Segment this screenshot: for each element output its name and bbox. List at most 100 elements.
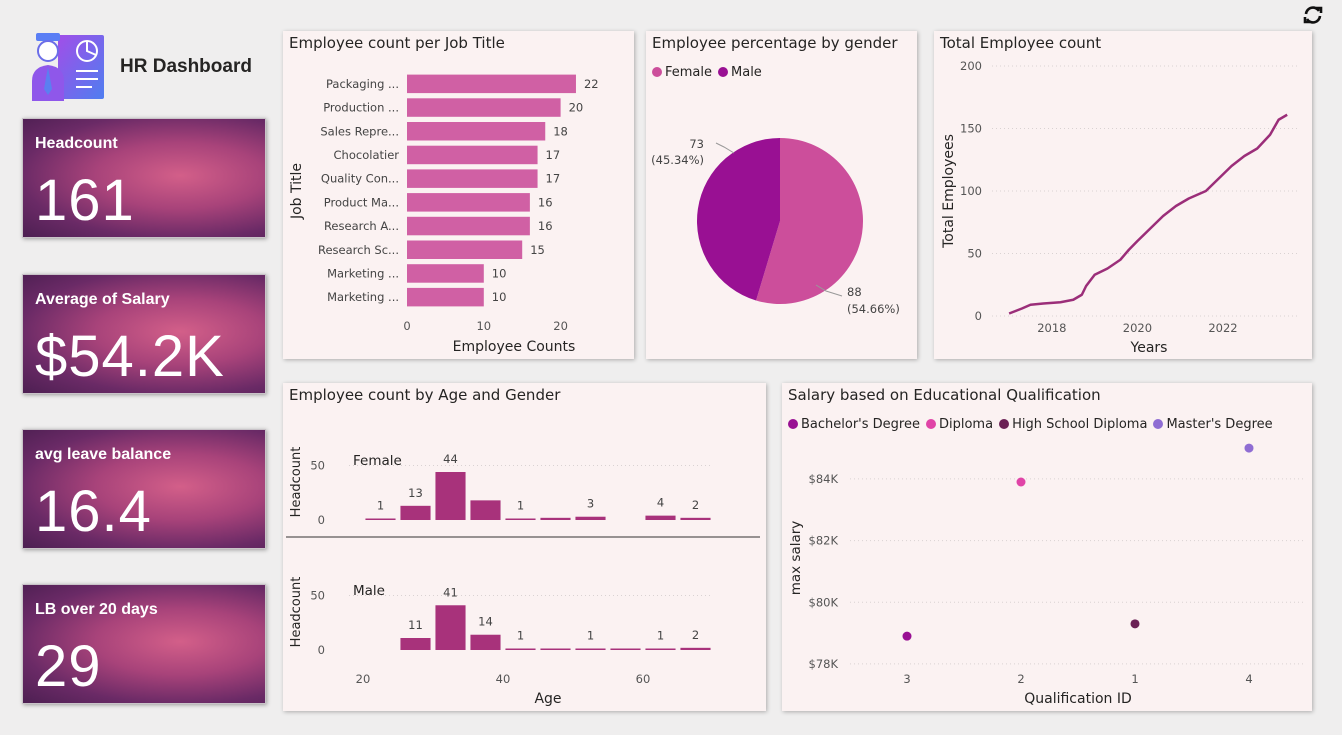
kpi-label: Headcount <box>35 135 118 152</box>
legend-label: Female <box>665 65 713 80</box>
kpi-lb-over-20-days[interactable]: LB over 20 days 29 <box>22 584 266 704</box>
bar <box>435 605 466 650</box>
data-label: 41 <box>443 585 458 599</box>
tick-label: 0 <box>318 513 325 527</box>
data-label: 11 <box>408 618 423 632</box>
chart-title: Employee percentage by gender <box>652 34 898 52</box>
tick-label: Chocolatier <box>334 148 400 162</box>
x-axis-label: Age <box>534 691 561 707</box>
tick-label: $82K <box>809 534 839 548</box>
kpi-average-salary[interactable]: Average of Salary $54.2K <box>22 274 266 394</box>
y-axis-label: Headcount <box>289 577 304 648</box>
age-gender-chart-panel[interactable]: Employee count by Age and Gender Female 0… <box>283 383 766 711</box>
total-employee-chart-panel[interactable]: Total Employee count 0 50 100 150 200 2018 202… <box>934 31 1312 359</box>
bar <box>540 648 571 650</box>
x-axis-label: Employee Counts <box>453 339 576 355</box>
legend-item-female[interactable]: Female <box>652 65 712 80</box>
bar <box>407 264 484 283</box>
data-label: 16 <box>538 195 553 209</box>
refresh-icon <box>1303 6 1323 24</box>
tick-label: 3 <box>903 672 910 686</box>
data-label: 17 <box>546 172 561 186</box>
data-label: 1 <box>587 629 594 643</box>
tick-label: Production ... <box>323 101 399 115</box>
legend-label: Bachelor's Degree <box>801 417 920 432</box>
tick-label: 150 <box>960 122 982 136</box>
bar <box>407 287 484 307</box>
data-label: (54.66%) <box>847 302 900 316</box>
hr-employee-chart-icon <box>32 33 104 101</box>
bar <box>540 517 571 520</box>
salary-qualification-chart-panel[interactable]: Salary based on Educational Qualificatio… <box>782 383 1312 711</box>
bar <box>610 648 641 650</box>
legend-label: Male <box>731 65 762 80</box>
tick-label: Product Ma... <box>324 195 399 209</box>
data-label: 16 <box>538 219 553 233</box>
tick-label: 0 <box>975 309 982 323</box>
salary-scatter-chart: $78K $80K $82K $84K 3 2 1 4 Qualification ID max … <box>788 443 1306 707</box>
bar <box>365 518 396 520</box>
bar <box>505 648 536 650</box>
tick-label: 2 <box>1017 672 1024 686</box>
bar <box>645 648 676 650</box>
data-label: 88 <box>847 285 862 299</box>
tick-label: 50 <box>310 588 325 602</box>
chart-title: Salary based on Educational Qualificatio… <box>788 386 1101 404</box>
data-label: 1 <box>657 629 664 643</box>
legend-label: Diploma <box>938 417 994 432</box>
bar <box>407 169 538 188</box>
tick-label: Packaging ... <box>326 77 399 91</box>
job-title-chart-panel[interactable]: Employee count per Job Title Packaging .… <box>283 31 634 359</box>
data-label: 22 <box>584 77 599 91</box>
tick-label: 50 <box>310 458 325 472</box>
kpi-headcount[interactable]: Headcount 161 <box>22 118 266 238</box>
tick-label: 60 <box>636 672 651 686</box>
legend-item-diploma[interactable]: Diploma <box>925 417 994 432</box>
kpi-value: 29 <box>35 634 102 699</box>
data-label: 4 <box>657 496 664 510</box>
bar <box>400 638 431 650</box>
tick-label: 20 <box>553 319 568 333</box>
refresh-button[interactable] <box>1302 4 1324 26</box>
bar <box>407 145 538 165</box>
data-label: 1 <box>377 499 384 513</box>
bar <box>407 240 523 259</box>
series-line <box>1008 113 1288 315</box>
tick-label: Sales Repre... <box>320 124 399 138</box>
tick-label: Marketing ... <box>327 266 399 280</box>
data-label: 3 <box>587 497 594 511</box>
leader-line <box>815 284 843 297</box>
total-employee-line-chart: 0 50 100 150 200 2018 2020 2022 Years Total Emplo… <box>941 59 1300 356</box>
chart-title: Total Employee count <box>940 34 1102 52</box>
x-axis-label: Years <box>1130 340 1168 356</box>
bar <box>505 518 536 520</box>
kpi-label: Average of Salary <box>35 291 170 308</box>
scatter-point <box>1016 477 1026 487</box>
data-label: 17 <box>546 148 561 162</box>
kpi-avg-leave-balance[interactable]: avg leave balance 16.4 <box>22 429 266 549</box>
tick-label: Marketing ... <box>327 290 399 304</box>
data-label: 10 <box>492 266 507 280</box>
bar <box>680 517 711 520</box>
y-axis-label: Headcount <box>289 447 304 518</box>
scatter-point <box>1130 619 1140 629</box>
leader-line <box>715 142 735 154</box>
y-axis-label: Total Employees <box>941 134 957 249</box>
y-axis-label: max salary <box>788 521 804 596</box>
legend-item-bachelors[interactable]: Bachelor's Degree <box>788 417 920 432</box>
scatter-point <box>1244 443 1254 453</box>
app-title: HR Dashboard <box>120 56 252 77</box>
gender-chart-panel[interactable]: Employee percentage by gender Female Male… <box>646 31 917 359</box>
legend-item-high-school[interactable]: High School Diploma <box>999 417 1147 432</box>
bar <box>680 647 711 650</box>
bar <box>645 515 676 520</box>
legend-item-male[interactable]: Male <box>718 65 762 80</box>
tick-label: 2020 <box>1123 321 1152 335</box>
pie-slice-female <box>756 138 863 305</box>
chart-title: Employee count by Age and Gender <box>289 386 561 404</box>
gender-legend: Female Male <box>652 65 768 80</box>
data-label: 18 <box>553 124 568 138</box>
tick-label: 0 <box>403 319 410 333</box>
legend-item-masters[interactable]: Master's Degree <box>1153 417 1273 432</box>
data-label: 73 <box>689 137 704 151</box>
